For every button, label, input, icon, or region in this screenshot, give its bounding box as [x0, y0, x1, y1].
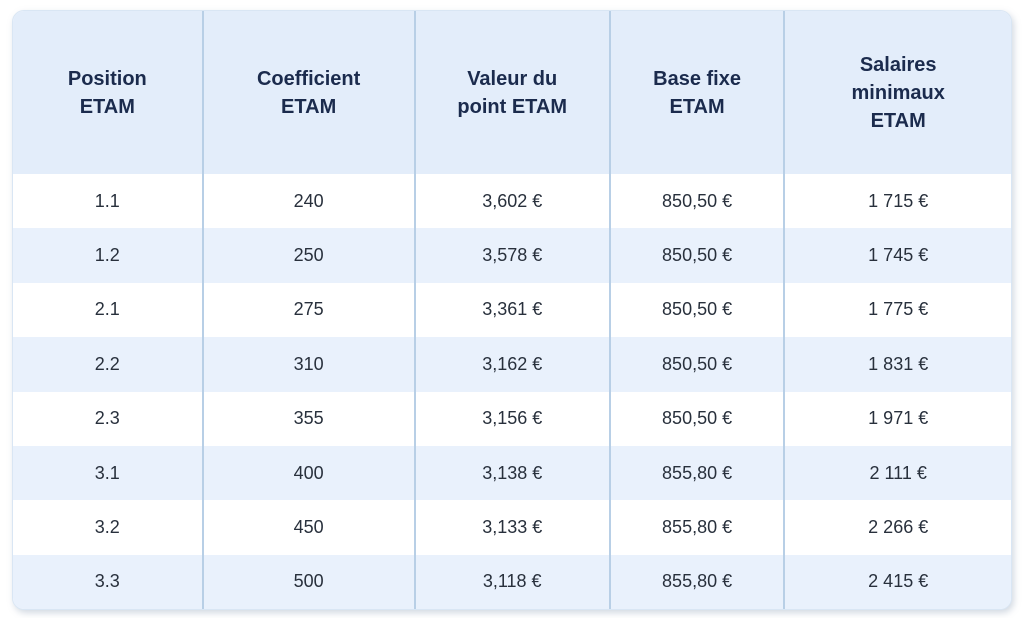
table-cell-base-fixe: 855,80 € [611, 554, 786, 609]
table-cell-position: 1.2 [13, 228, 204, 283]
table-cell-salaire-minimal: 1 775 € [868, 299, 929, 320]
table-cell-salaire-minimal: 1 971 € [868, 408, 929, 429]
table-cell-base-fixe: 855,80 € [611, 500, 786, 555]
table-cell-base-fixe: 850,50 € [611, 337, 786, 392]
table-header-row: Position ETAM Coefficient ETAM Valeur du… [13, 11, 1011, 174]
table-row: 3.1 400 3,138 € 855,80 € 2 111 € [13, 445, 1011, 501]
table-cell-valeur-point: 3,118 € [416, 554, 611, 609]
table-cell-base-fixe: 855,80 € [611, 445, 786, 501]
table-cell-salaire-minimal: 1 831 € [868, 353, 929, 374]
table-cell-coefficient: 500 [204, 554, 416, 609]
table-cell-salaire-minimal: 2 111 € [869, 462, 927, 483]
table-cell-valeur-point: 3,138 € [416, 445, 611, 501]
column-header-coefficient-etam: Coefficient ETAM [204, 11, 416, 174]
table-row: 3.2 450 3,133 € 855,80 € 2 266 € [13, 500, 1011, 555]
table-cell-valeur-point: 3,602 € [416, 174, 611, 229]
table-cell-salaire-minimal: 1 715 € [868, 190, 929, 211]
table-cell-base-fixe: 850,50 € [611, 391, 786, 446]
table-row: 2.1 275 3,361 € 850,50 € 1 775 € [13, 282, 1011, 338]
table-cell-salaire-minimal: 2 266 € [868, 517, 929, 538]
table-cell-valeur-point: 3,162 € [416, 337, 611, 392]
table-cell-position: 3.2 [13, 500, 204, 555]
table-cell-coefficient: 355 [204, 391, 416, 446]
table-cell-position: 2.2 [13, 337, 204, 392]
table-cell-base-fixe: 850,50 € [611, 228, 786, 283]
table-cell-position: 1.1 [13, 174, 204, 229]
table-cell-valeur-point: 3,578 € [416, 228, 611, 283]
table-cell-position: 3.3 [13, 554, 204, 609]
table-row: 2.3 355 3,156 € 850,50 € 1 971 € [13, 391, 1011, 446]
table-cell-salaire-minimal: 2 415 € [868, 571, 929, 592]
table-cell-valeur-point: 3,133 € [416, 500, 611, 555]
table-cell-salaire-minimal: 1 745 € [868, 245, 929, 266]
column-header-valeur-du-point-etam: Valeur du point ETAM [416, 11, 611, 174]
table-cell-position: 3.1 [13, 445, 204, 501]
table-row: 3.3 500 3,118 € 855,80 € 2 415 € [13, 554, 1011, 609]
table-cell-coefficient: 240 [204, 174, 416, 229]
etam-salary-table: Position ETAM Coefficient ETAM Valeur du… [12, 10, 1012, 610]
table-cell-base-fixe: 850,50 € [611, 282, 786, 338]
table-cell-valeur-point: 3,361 € [416, 282, 611, 338]
column-header-salaires-minimaux-etam: Salaires minimaux ETAM [851, 53, 945, 132]
table-body: 1.1 240 3,602 € 850,50 € 1 715 € 1.2 250… [13, 174, 1011, 609]
table-row: 2.2 310 3,162 € 850,50 € 1 831 € [13, 337, 1011, 392]
table-cell-coefficient: 250 [204, 228, 416, 283]
table-cell-position: 2.3 [13, 391, 204, 446]
table-cell-coefficient: 400 [204, 445, 416, 501]
column-header-base-fixe-etam: Base fixe ETAM [611, 11, 786, 174]
column-header-position-etam: Position ETAM [13, 11, 204, 174]
table-cell-coefficient: 450 [204, 500, 416, 555]
table-cell-coefficient: 310 [204, 337, 416, 392]
table-cell-position: 2.1 [13, 282, 204, 338]
table-row: 1.1 240 3,602 € 850,50 € 1 715 € [13, 174, 1011, 229]
table-cell-coefficient: 275 [204, 282, 416, 338]
table-cell-valeur-point: 3,156 € [416, 391, 611, 446]
table-row: 1.2 250 3,578 € 850,50 € 1 745 € [13, 228, 1011, 283]
table-cell-base-fixe: 850,50 € [611, 174, 786, 229]
